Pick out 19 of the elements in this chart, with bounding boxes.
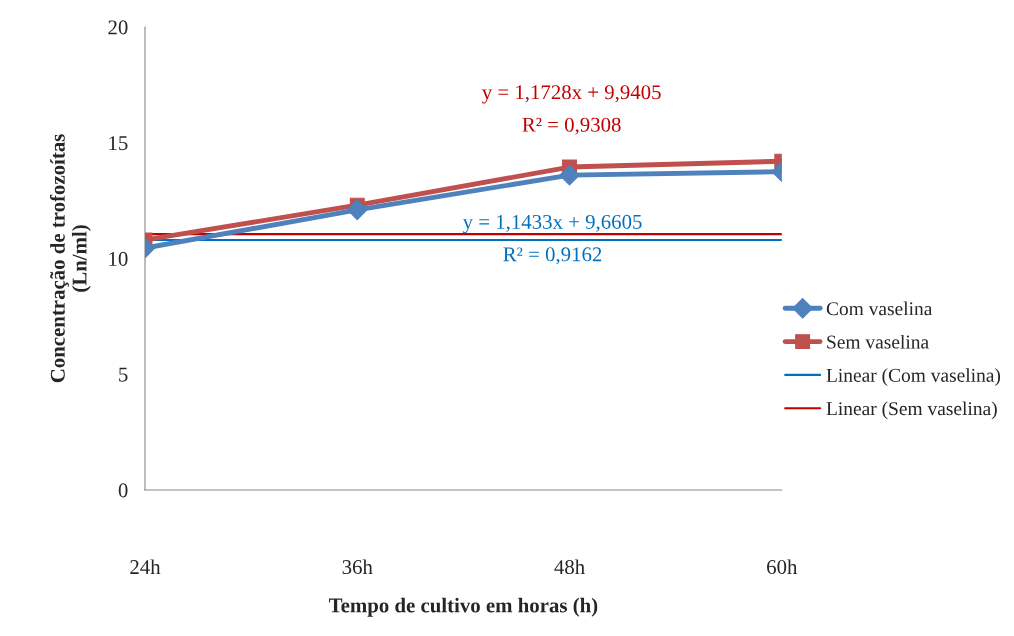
- y-tick-label: 10: [109, 251, 128, 266]
- y-tick-label: 0: [118, 483, 128, 498]
- legend-label: Linear (Sem vaselina): [826, 401, 997, 420]
- legend-label: Com vaselina: [826, 301, 933, 316]
- y-tick-label: 5: [119, 367, 128, 382]
- annotation: R² = 0,9162: [503, 247, 602, 265]
- y-axis-title: Concentração de trofozoítas (Ln/ml): [49, 134, 91, 383]
- x-tick-label: 48h: [554, 559, 585, 575]
- x-tick-label: 36h: [342, 559, 373, 575]
- y-tick-label: 20: [108, 20, 128, 35]
- y-tick-label: 15: [109, 136, 128, 151]
- annotation: R² = 0,9308: [522, 117, 621, 135]
- x-tick-label: 60h: [767, 559, 798, 575]
- legend-label: Sem vaselina: [827, 334, 929, 349]
- annotation: y = 1,1433x + 9,6605: [462, 214, 642, 234]
- x-tick-label: 24h: [130, 559, 161, 574]
- legend-label: Linear (Com vaselina): [826, 368, 1001, 386]
- x-axis-title: Tempo de cultivo em horas (h): [328, 597, 598, 617]
- annotation: y = 1,1728x + 9,9405: [482, 85, 661, 104]
